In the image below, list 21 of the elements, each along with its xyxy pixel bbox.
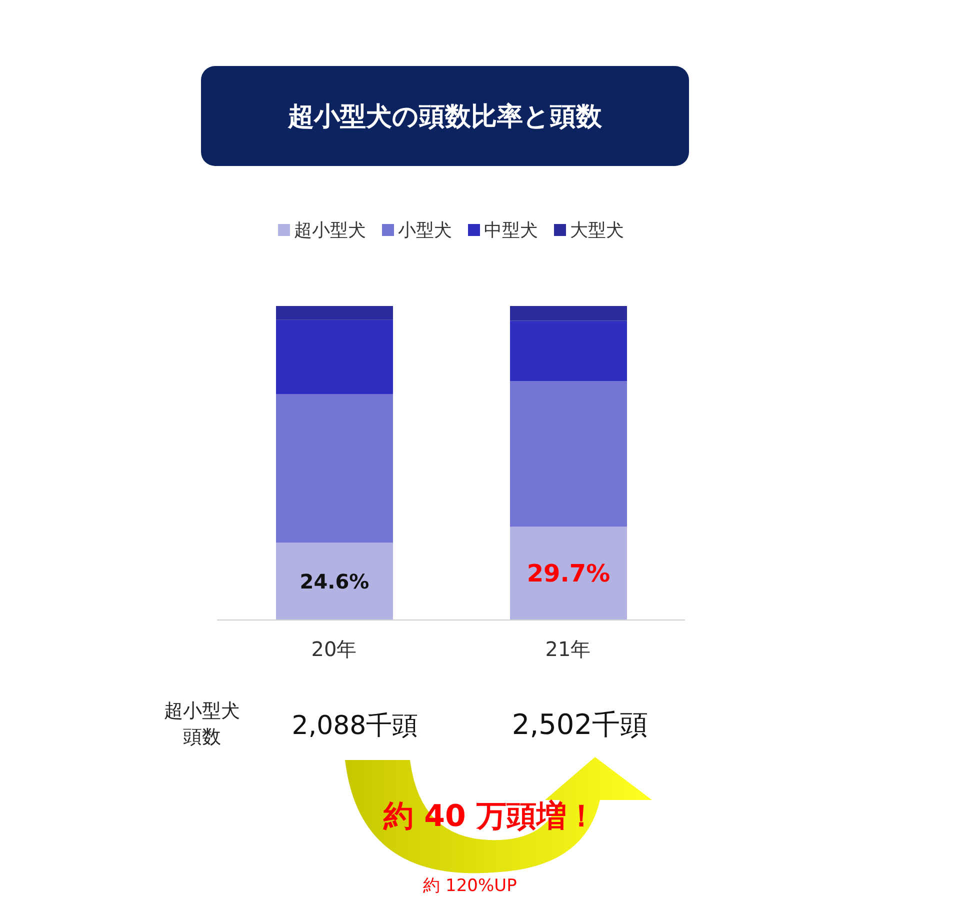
bar — [276, 306, 393, 320]
text: 2,502千頭 — [510, 707, 650, 743]
bar — [276, 542, 393, 620]
bar — [510, 381, 627, 527]
bar — [510, 306, 627, 321]
legend-label: 超小型犬 — [293, 219, 366, 242]
bar — [510, 526, 627, 620]
legend-label: 中型犬 — [483, 219, 538, 242]
legend-label: 大型犬 — [569, 219, 624, 242]
bar — [276, 320, 393, 394]
bar — [276, 394, 393, 543]
chart-title: 超小型犬の頭数比率と頭数 — [201, 66, 689, 166]
legend-label: 小型犬 — [397, 219, 452, 242]
x-tick-label: 21年 — [545, 637, 591, 662]
text: 2,088千頭 — [290, 710, 420, 743]
bar — [510, 320, 627, 382]
text: 約 120%UP — [422, 875, 518, 897]
x-tick-label: 20年 — [311, 637, 357, 662]
text: 超小型犬頭数 — [163, 699, 241, 750]
data-label: 29.7% — [526, 559, 610, 588]
data-label: 24.6% — [300, 569, 370, 594]
